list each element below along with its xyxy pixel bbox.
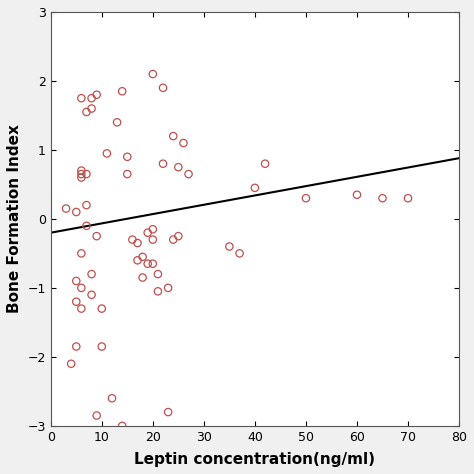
Point xyxy=(82,170,90,178)
Point xyxy=(78,173,85,181)
Point xyxy=(108,394,116,402)
Point xyxy=(128,236,136,243)
Point xyxy=(78,170,85,178)
Point xyxy=(118,422,126,429)
Point xyxy=(82,201,90,209)
Point xyxy=(118,88,126,95)
Point xyxy=(98,305,106,312)
Point xyxy=(73,208,80,216)
Point xyxy=(93,232,100,240)
Point xyxy=(78,94,85,102)
Point xyxy=(353,191,361,199)
Point xyxy=(164,408,172,416)
Point xyxy=(149,226,156,233)
Point xyxy=(144,229,152,237)
Point xyxy=(149,260,156,267)
Point xyxy=(226,243,233,250)
Point xyxy=(149,236,156,243)
Point xyxy=(154,270,162,278)
Point xyxy=(78,167,85,174)
Point xyxy=(113,118,121,126)
Point xyxy=(73,343,80,350)
Point xyxy=(379,194,386,202)
Point xyxy=(73,277,80,285)
Point xyxy=(103,150,110,157)
Point xyxy=(78,284,85,292)
Point xyxy=(404,194,412,202)
Point xyxy=(73,298,80,305)
Point xyxy=(139,253,146,261)
Point xyxy=(185,170,192,178)
Point xyxy=(164,284,172,292)
Point xyxy=(98,343,106,350)
Point xyxy=(134,239,141,247)
Point xyxy=(251,184,259,191)
Point xyxy=(302,194,310,202)
Point xyxy=(78,305,85,312)
Point xyxy=(159,84,167,91)
Point xyxy=(159,160,167,167)
Point xyxy=(236,250,243,257)
Point xyxy=(88,270,95,278)
Point xyxy=(93,91,100,99)
Point xyxy=(134,256,141,264)
Point xyxy=(174,232,182,240)
Point xyxy=(88,105,95,112)
Point xyxy=(82,222,90,229)
Point xyxy=(169,132,177,140)
Point xyxy=(139,274,146,282)
Point xyxy=(88,291,95,299)
Point xyxy=(62,205,70,212)
Point xyxy=(78,250,85,257)
Point xyxy=(124,153,131,161)
Point xyxy=(154,288,162,295)
Point xyxy=(174,164,182,171)
Point xyxy=(169,236,177,243)
Point xyxy=(149,70,156,78)
Point xyxy=(261,160,269,167)
Point xyxy=(93,412,100,419)
X-axis label: Leptin concentration(ng/ml): Leptin concentration(ng/ml) xyxy=(135,452,375,467)
Point xyxy=(82,108,90,116)
Point xyxy=(88,94,95,102)
Point xyxy=(180,139,187,147)
Point xyxy=(144,260,152,267)
Point xyxy=(67,360,75,367)
Y-axis label: Bone Formation Index: Bone Formation Index xyxy=(7,125,22,313)
Point xyxy=(124,170,131,178)
